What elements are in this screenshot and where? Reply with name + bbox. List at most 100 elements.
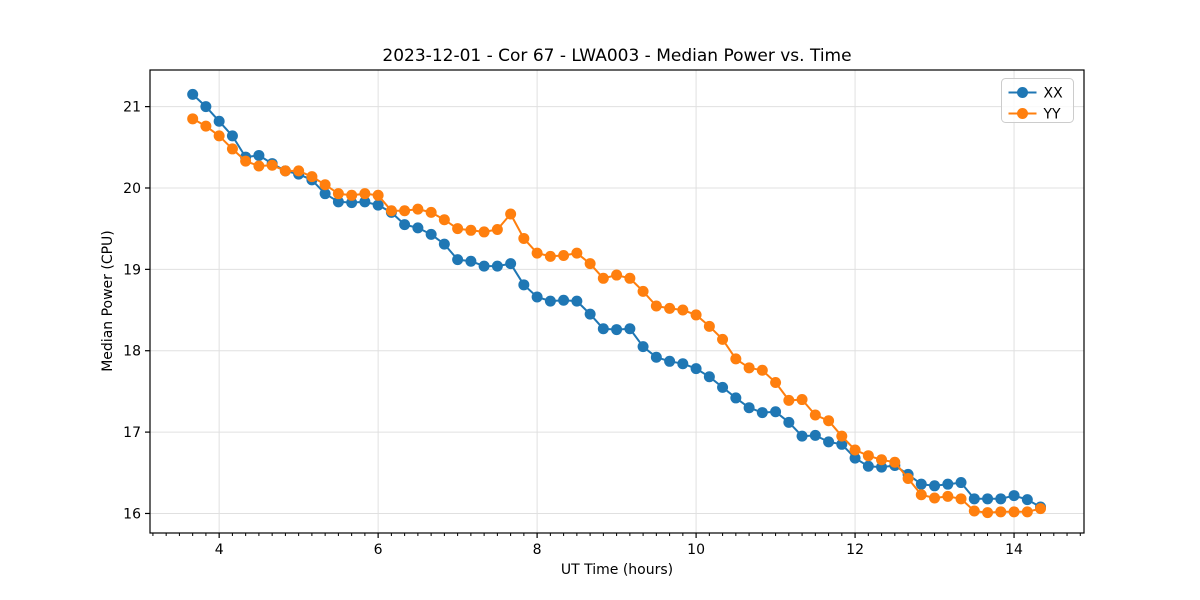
- data-point-XX: [955, 477, 967, 489]
- data-point-XX: [770, 406, 782, 418]
- data-point-YY: [703, 320, 715, 332]
- data-point-XX: [518, 279, 530, 291]
- data-point-YY: [346, 189, 358, 201]
- data-point-YY: [929, 492, 941, 504]
- data-point-XX: [438, 238, 450, 250]
- data-point-YY: [611, 269, 623, 281]
- data-point-YY: [849, 444, 861, 456]
- data-point-YY: [637, 285, 649, 297]
- data-point-YY: [571, 247, 583, 259]
- data-point-YY: [889, 456, 901, 468]
- data-point-YY: [213, 130, 225, 142]
- data-point-XX: [995, 493, 1007, 505]
- data-point-YY: [359, 188, 371, 200]
- legend-marker-YY: [1017, 108, 1028, 119]
- data-point-YY: [955, 493, 967, 505]
- data-point-YY: [385, 205, 397, 217]
- data-point-YY: [1021, 506, 1033, 518]
- data-point-XX: [823, 436, 835, 448]
- data-point-XX: [558, 294, 570, 306]
- data-point-XX: [478, 260, 490, 272]
- data-point-XX: [730, 392, 742, 404]
- data-point-XX: [597, 323, 609, 335]
- legend-marker-XX: [1017, 87, 1028, 98]
- data-point-YY: [240, 155, 252, 167]
- data-point-XX: [849, 452, 861, 464]
- data-point-YY: [452, 223, 464, 235]
- plot-border: [149, 69, 1085, 534]
- data-point-XX: [743, 402, 755, 414]
- data-point-YY: [836, 430, 848, 442]
- data-point-XX: [942, 478, 954, 490]
- data-point-YY: [823, 415, 835, 427]
- data-point-XX: [425, 228, 437, 240]
- data-point-XX: [717, 381, 729, 393]
- data-point-YY: [756, 364, 768, 376]
- data-point-YY: [876, 454, 888, 466]
- data-point-YY: [187, 113, 199, 125]
- data-point-YY: [531, 247, 543, 259]
- data-point-XX: [1021, 494, 1033, 506]
- data-point-YY: [518, 232, 530, 244]
- data-point-YY: [730, 353, 742, 365]
- y-tick-label: 18: [123, 344, 141, 360]
- data-point-YY: [862, 450, 874, 462]
- data-point-XX: [319, 188, 331, 200]
- data-point-XX: [809, 429, 821, 441]
- data-point-YY: [478, 226, 490, 238]
- data-point-XX: [836, 438, 848, 450]
- x-tick-label: 12: [846, 542, 864, 558]
- data-point-XX: [690, 363, 702, 375]
- data-point-YY: [982, 507, 994, 519]
- data-point-YY: [915, 489, 927, 501]
- data-point-YY: [306, 171, 318, 183]
- data-point-YY: [200, 120, 212, 132]
- data-point-YY: [505, 208, 517, 220]
- x-tick-label: 14: [1005, 542, 1023, 558]
- data-point-YY: [995, 506, 1007, 518]
- data-point-YY: [743, 362, 755, 374]
- data-point-XX: [703, 371, 715, 383]
- data-point-YY: [438, 214, 450, 226]
- data-point-YY: [399, 205, 411, 217]
- data-point-XX: [187, 88, 199, 100]
- legend-box: [1001, 78, 1074, 123]
- series-line-XX: [192, 93, 1041, 508]
- data-point-XX: [756, 407, 768, 419]
- x-axis-label: UT Time (hours): [560, 562, 674, 578]
- data-point-XX: [399, 219, 411, 231]
- data-point-XX: [1008, 490, 1020, 502]
- data-point-YY: [717, 333, 729, 345]
- data-point-YY: [968, 505, 980, 517]
- data-point-XX: [783, 416, 795, 428]
- data-point-YY: [332, 188, 344, 200]
- data-point-XX: [412, 222, 424, 234]
- data-point-YY: [902, 472, 914, 484]
- legend-label-XX: XX: [1044, 86, 1064, 102]
- data-point-XX: [862, 460, 874, 472]
- data-point-XX: [253, 149, 265, 161]
- data-point-YY: [942, 490, 954, 502]
- data-point-YY: [279, 165, 291, 177]
- data-point-XX: [796, 430, 808, 442]
- data-point-YY: [770, 376, 782, 388]
- data-point-YY: [677, 304, 689, 316]
- series-line-YY: [192, 117, 1041, 514]
- x-tick-label: 6: [374, 542, 383, 558]
- data-point-XX: [650, 351, 662, 363]
- y-tick-label: 20: [123, 181, 141, 197]
- data-point-YY: [809, 409, 821, 421]
- data-point-YY: [491, 223, 503, 235]
- data-point-XX: [491, 260, 503, 272]
- data-point-YY: [293, 165, 305, 177]
- x-tick-label: 10: [687, 542, 705, 558]
- y-tick-label: 17: [123, 425, 141, 441]
- data-point-YY: [319, 179, 331, 191]
- x-tick-label: 4: [215, 542, 224, 558]
- data-point-YY: [597, 272, 609, 284]
- data-point-XX: [359, 196, 371, 208]
- legend-label-YY: YY: [1043, 107, 1062, 123]
- data-point-XX: [929, 480, 941, 492]
